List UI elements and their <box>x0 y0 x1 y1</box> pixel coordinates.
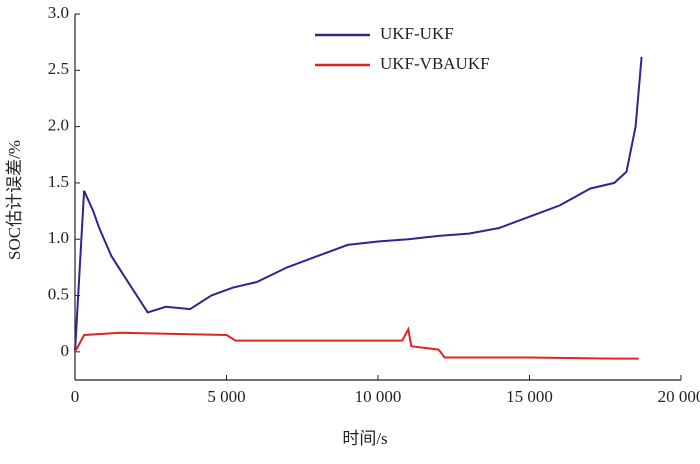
y-tick-label: 0 <box>61 341 70 360</box>
y-tick-label: 3.0 <box>48 3 69 22</box>
x-tick-label: 20 000 <box>658 387 700 406</box>
x-tick-label: 0 <box>71 387 80 406</box>
y-tick-label: 2.0 <box>48 116 69 135</box>
x-tick-label: 5 000 <box>207 387 245 406</box>
y-tick-label: 0.5 <box>48 284 69 303</box>
x-tick-label: 10 000 <box>355 387 402 406</box>
legend-label: UKF-VBAUKF <box>380 54 490 73</box>
y-tick-label: 1.5 <box>48 172 69 191</box>
y-tick-label: 2.5 <box>48 59 69 78</box>
y-axis-label: SOC估计误差/% <box>5 140 24 260</box>
x-axis-label: 时间/s <box>342 429 387 448</box>
x-tick-label: 15 000 <box>506 387 553 406</box>
y-tick-label: 1.0 <box>48 228 69 247</box>
data-line <box>74 326 639 360</box>
data-line <box>74 56 643 352</box>
legend-label: UKF-UKF <box>380 24 454 43</box>
